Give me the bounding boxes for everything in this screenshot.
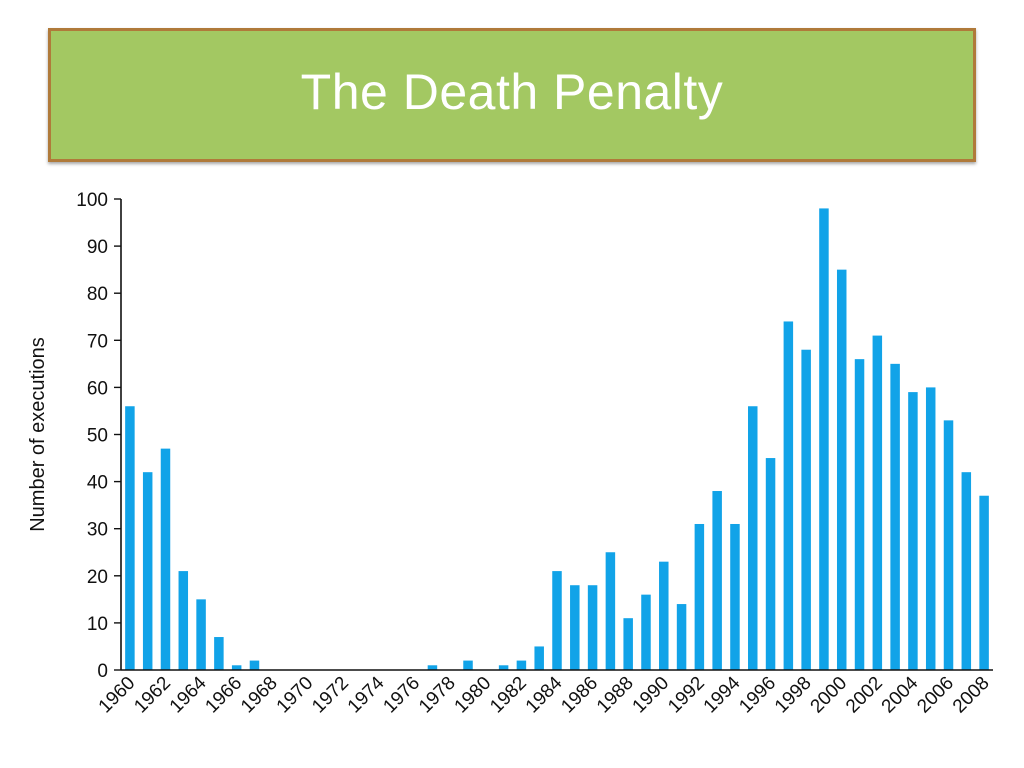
x-tick-label-1966: 1966: [201, 673, 246, 718]
y-tick-label-40: 40: [87, 473, 108, 494]
x-tick-label-1978: 1978: [415, 673, 460, 718]
x-tick-label-1964: 1964: [166, 672, 211, 717]
bar-1995: [748, 406, 758, 670]
bar-2007: [961, 472, 972, 670]
bar-1982: [516, 660, 527, 670]
x-tick-label-1988: 1988: [593, 673, 638, 718]
x-tick-label-1976: 1976: [379, 673, 424, 718]
bar-2008: [979, 495, 989, 670]
bar-1984: [552, 571, 562, 670]
bar-1989: [641, 594, 651, 670]
x-tick-label-1970: 1970: [273, 673, 318, 718]
x-tick-label-1984: 1984: [522, 672, 567, 717]
x-tick-label-1982: 1982: [486, 673, 531, 718]
bar-2000: [836, 269, 847, 670]
x-tick-label-1980: 1980: [451, 673, 496, 718]
bar-2003: [890, 363, 900, 670]
x-tick-label-2004: 2004: [878, 672, 923, 717]
bar-1964: [196, 599, 206, 670]
y-tick-label-10: 10: [87, 614, 108, 635]
x-tick-label-1994: 1994: [700, 672, 745, 717]
x-tick-label-1996: 1996: [735, 673, 780, 718]
bar-1961: [142, 472, 153, 670]
x-tick-label-1962: 1962: [130, 673, 175, 718]
x-tick-label-2002: 2002: [842, 673, 887, 718]
x-tick-label-1974: 1974: [344, 672, 389, 717]
bar-1960: [125, 406, 135, 670]
x-tick-label-1968: 1968: [237, 673, 282, 718]
bar-1981: [498, 665, 509, 670]
bar-1965: [214, 637, 224, 670]
y-tick-label-20: 20: [87, 567, 108, 588]
bar-1977: [427, 665, 438, 670]
x-tick-label-1992: 1992: [664, 673, 709, 718]
bar-1992: [694, 523, 705, 670]
y-tick-label-60: 60: [87, 378, 108, 399]
bar-1979: [463, 660, 473, 670]
x-tick-label-1972: 1972: [308, 673, 353, 718]
bar-2002: [872, 335, 883, 670]
y-tick-label-100: 100: [76, 190, 108, 211]
bar-2005: [925, 387, 936, 670]
bar-1991: [676, 604, 687, 670]
x-tick-label-2008: 2008: [949, 673, 994, 718]
bar-1962: [160, 448, 171, 670]
y-tick-label-80: 80: [87, 284, 108, 305]
bar-2001: [854, 359, 865, 670]
bar-1986: [587, 585, 598, 670]
bar-1996: [765, 458, 776, 670]
bar-1963: [178, 571, 189, 670]
y-axis-label: Number of executions: [27, 337, 49, 532]
x-tick-label-1986: 1986: [557, 673, 602, 718]
bar-1997: [783, 321, 794, 670]
y-tick-label-30: 30: [87, 520, 108, 541]
bar-1994: [730, 523, 740, 670]
bar-1990: [659, 561, 669, 670]
bar-1966: [231, 665, 242, 670]
x-tick-label-2000: 2000: [807, 673, 852, 718]
y-tick-label-90: 90: [87, 237, 108, 258]
slide-title: The Death Penalty: [300, 64, 724, 120]
x-tick-label-2006: 2006: [913, 673, 958, 718]
x-tick-label-1998: 1998: [771, 673, 816, 718]
y-tick-label-50: 50: [87, 426, 108, 447]
bar-1998: [801, 349, 811, 670]
bar-2004: [908, 392, 918, 670]
bar-1988: [623, 618, 633, 670]
bar-1999: [819, 208, 829, 671]
bar-2006: [943, 420, 954, 670]
bar-1967: [249, 660, 260, 670]
bar-1987: [605, 552, 616, 670]
y-tick-label-70: 70: [87, 331, 108, 352]
y-tick-label-0: 0: [97, 661, 108, 682]
bar-1983: [534, 646, 544, 670]
x-tick-label-1990: 1990: [629, 673, 674, 718]
bar-1993: [712, 491, 722, 670]
title-banner: The Death Penalty: [48, 28, 976, 162]
bar-1985: [570, 585, 580, 670]
